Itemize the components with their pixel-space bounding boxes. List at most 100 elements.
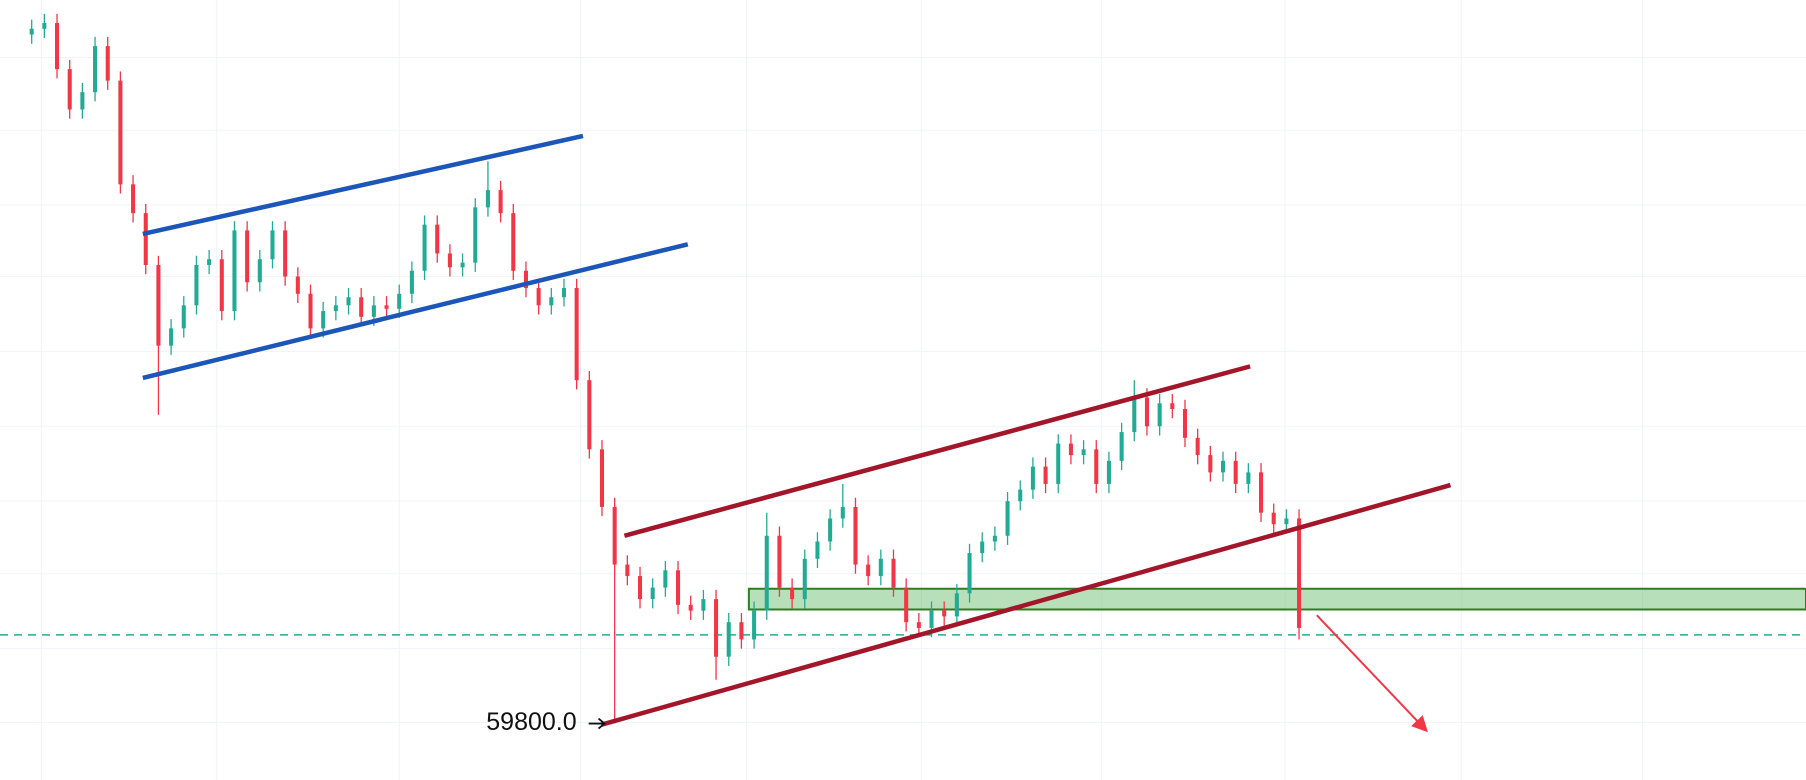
candle-body <box>790 587 795 600</box>
candle-body <box>1056 443 1061 484</box>
projection-arrow <box>1316 614 1428 733</box>
candle-body <box>1170 403 1175 410</box>
candle-body <box>283 230 288 277</box>
candle-body <box>980 541 985 554</box>
candle-body <box>169 328 174 346</box>
candle-body <box>1030 466 1035 490</box>
candle-body <box>295 276 300 294</box>
candle-body <box>118 80 123 185</box>
price-pointer <box>588 717 606 730</box>
candle-body <box>853 506 858 565</box>
candle-body <box>511 213 516 271</box>
candle-body <box>650 587 655 600</box>
candle-body <box>992 535 997 542</box>
candle-body <box>359 297 364 317</box>
candle-body <box>485 190 490 208</box>
trendline <box>623 364 1251 538</box>
candle-body <box>676 570 681 605</box>
candle-body <box>802 558 807 600</box>
candle-body <box>1132 397 1137 433</box>
candle-body <box>308 293 313 329</box>
candle-body <box>257 259 262 283</box>
candle-body <box>473 207 478 263</box>
candle-body <box>93 46 98 93</box>
candle-body <box>1068 443 1073 456</box>
trendline <box>142 133 584 237</box>
candle-body <box>1182 409 1188 438</box>
candle-body <box>891 558 896 588</box>
candle-body <box>536 288 541 306</box>
candle-body <box>1220 460 1226 473</box>
candle-body <box>460 262 465 268</box>
candle-body <box>1284 518 1289 525</box>
candle-body <box>714 599 719 657</box>
candle-body <box>1271 512 1276 525</box>
candle-body <box>574 288 579 381</box>
candle-body <box>549 297 554 306</box>
candle-body <box>916 622 921 628</box>
candle-body <box>599 449 605 507</box>
price-label: 59800.0 <box>486 708 576 736</box>
candle-body <box>815 541 820 559</box>
candle-body <box>42 23 47 29</box>
candle-body <box>447 253 452 268</box>
candle-body <box>384 305 389 309</box>
candle-body <box>29 28 34 35</box>
candle-body <box>777 535 782 588</box>
candle-body <box>688 604 693 611</box>
trendline <box>600 482 1452 727</box>
candle-body <box>878 558 883 577</box>
candle-body <box>232 230 237 312</box>
candle-body <box>1094 449 1099 484</box>
candle-body <box>726 622 731 657</box>
candle-body <box>422 224 427 271</box>
candle-body <box>219 259 224 312</box>
candle-body <box>55 23 60 70</box>
candle-body <box>866 564 871 577</box>
candle-body <box>333 305 338 312</box>
candle-body <box>739 622 744 640</box>
candle-body <box>245 230 250 283</box>
candle-body <box>397 293 402 309</box>
candle-body <box>701 599 706 611</box>
candle-body <box>663 570 668 588</box>
candle-body <box>523 270 528 289</box>
candle-body <box>1246 472 1251 484</box>
candle-body <box>929 610 934 628</box>
candle-body <box>764 535 769 611</box>
candle-body <box>1018 489 1023 502</box>
candle-body <box>625 564 630 577</box>
candle-body <box>942 610 947 617</box>
candle-body <box>270 230 275 260</box>
candle-body <box>612 506 617 565</box>
candle-body <box>143 213 148 265</box>
candle-body <box>1005 501 1010 536</box>
candle-body <box>828 518 833 542</box>
candle-body <box>840 506 845 519</box>
candle-body <box>156 264 161 346</box>
candle-body <box>1106 460 1111 484</box>
candle-body <box>409 270 414 294</box>
candle-body <box>637 576 643 600</box>
candle-body <box>954 593 959 617</box>
candle-body <box>371 305 376 317</box>
candle-body <box>1259 472 1264 513</box>
candle-body <box>194 264 199 306</box>
candle-body <box>1081 449 1086 456</box>
candle-body <box>207 259 212 265</box>
candle-body <box>346 297 351 306</box>
candle-body <box>1043 466 1048 484</box>
support-zone <box>747 587 1806 611</box>
candle-body <box>561 288 567 298</box>
candle-body <box>498 190 503 214</box>
candle-body <box>321 311 326 329</box>
candle-body <box>105 46 110 81</box>
candle-body <box>67 69 72 110</box>
candle-body <box>80 92 85 110</box>
candle-body <box>181 305 186 329</box>
candle-body <box>587 380 592 450</box>
trendline <box>142 242 689 381</box>
candle-body <box>131 184 136 214</box>
